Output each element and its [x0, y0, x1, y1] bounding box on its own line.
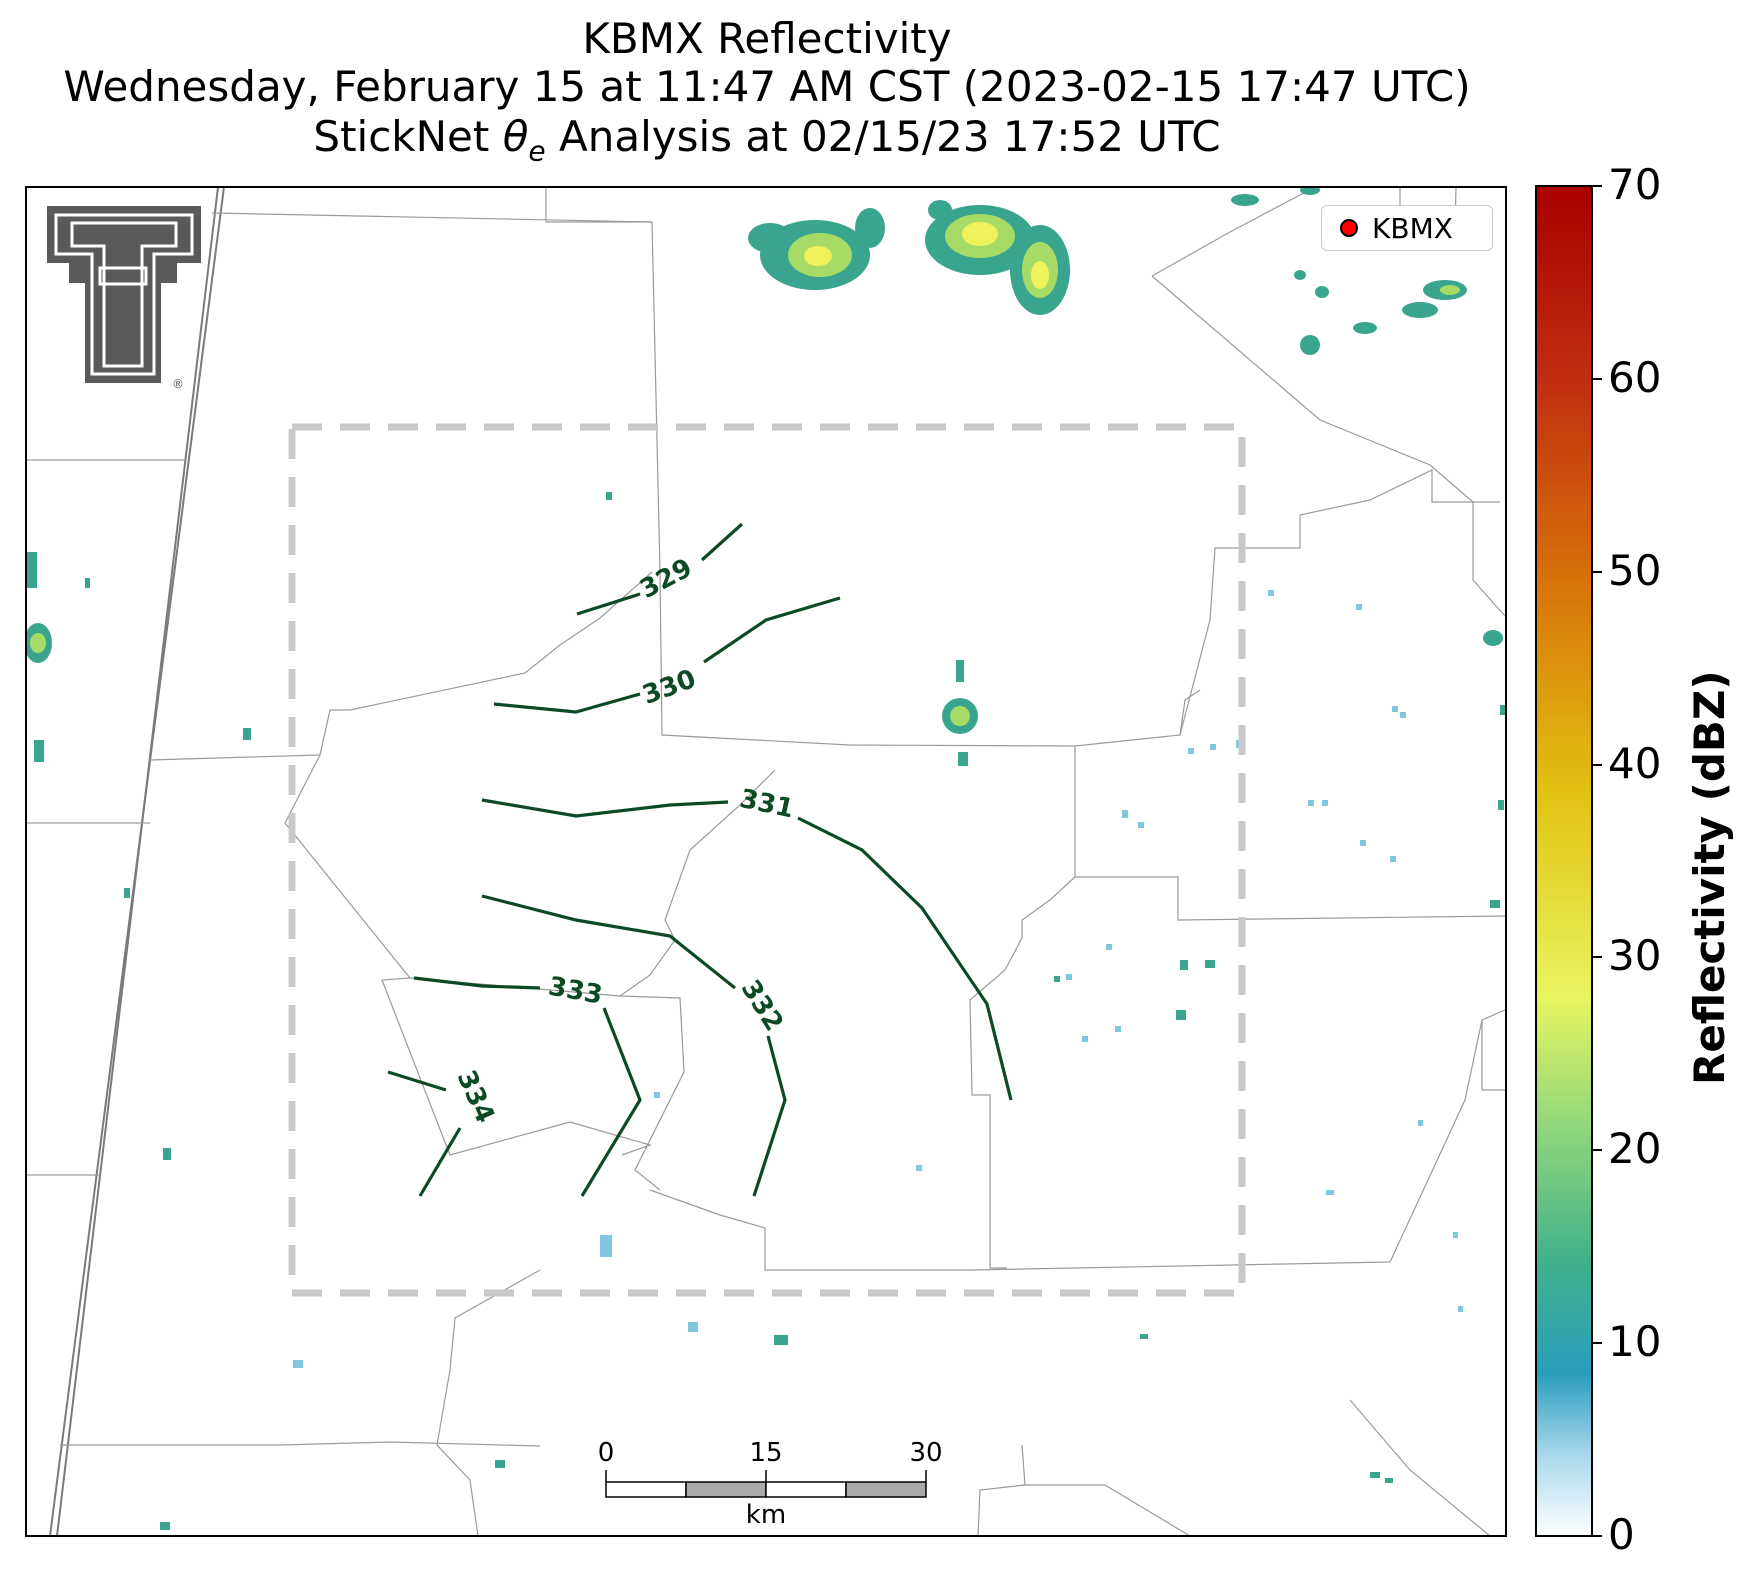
- title-line-2: Wednesday, February 15 at 11:47 AM CST (…: [63, 62, 1471, 111]
- contour-332-line: [481, 894, 736, 990]
- colorbar-tick-label: 70: [1608, 160, 1662, 209]
- contour-label: 329: [635, 553, 697, 605]
- contour-labels: 329 330 331 332 333 334: [451, 553, 797, 1128]
- colorbar-tick-label: 60: [1608, 353, 1662, 402]
- contour-332-line: [752, 1035, 787, 1197]
- colorbar-tick-label: 0: [1608, 1510, 1635, 1559]
- contour-329-line: [576, 592, 641, 616]
- registered-mark: ®: [172, 377, 184, 391]
- theta-e-contours: [387, 522, 1013, 1197]
- colorbar: [1535, 185, 1593, 1537]
- scale-label: 15: [749, 1438, 783, 1468]
- legend-label: KBMX: [1372, 211, 1453, 245]
- contour-334-line: [387, 1070, 447, 1092]
- kbmx-marker-icon: [1340, 219, 1358, 237]
- contour-331-line: [481, 798, 729, 818]
- title-line-3: StickNet θe Analysis at 02/15/23 17:52 U…: [313, 112, 1221, 168]
- colorbar-title: Reflectivity (dBZ): [1685, 670, 1734, 1085]
- title-line-1: KBMX Reflectivity: [582, 14, 952, 63]
- contour-label: 330: [639, 664, 700, 711]
- contour-330-line: [493, 692, 641, 714]
- contour-label: 331: [737, 784, 796, 825]
- scale-label: 30: [909, 1438, 943, 1468]
- contour-label: 333: [546, 972, 605, 1011]
- contour-334-line: [418, 1127, 462, 1197]
- legend: KBMX: [1321, 205, 1493, 251]
- colorbar-tick-label: 10: [1608, 1317, 1662, 1366]
- texas-tech-logo: ®: [47, 206, 201, 391]
- scale-unit: km: [745, 1500, 787, 1530]
- contour-329-line: [700, 522, 744, 562]
- contour-333-line: [413, 976, 541, 990]
- scale-bar: [605, 1470, 927, 1498]
- boundary-lines: [26, 187, 1506, 1536]
- contour-330-line: [703, 596, 841, 664]
- colorbar-tick-label: 20: [1608, 1124, 1662, 1173]
- colorbar-ticks: [1592, 185, 1602, 1537]
- colorbar-tick-label: 30: [1608, 931, 1662, 980]
- analysis-box: [288, 423, 1246, 1297]
- colorbar-tick-label: 50: [1608, 546, 1662, 595]
- contour-label: 332: [735, 975, 789, 1037]
- map-frame: [25, 186, 1507, 1537]
- contour-331-line: [797, 816, 1013, 1101]
- reflectivity-echoes: [26, 187, 1506, 1530]
- scale-label: 0: [597, 1438, 615, 1468]
- contour-333-line: [580, 1007, 642, 1197]
- contour-label: 334: [451, 1066, 500, 1128]
- colorbar-tick-label: 40: [1608, 739, 1662, 788]
